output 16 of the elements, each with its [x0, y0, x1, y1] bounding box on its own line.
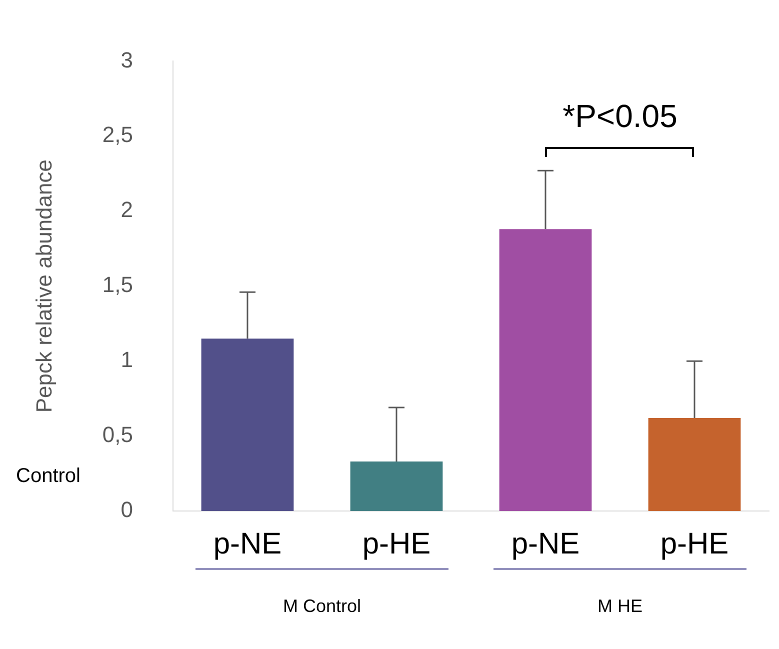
y-tick-label: 3 — [120, 47, 133, 72]
y-axis-title: Pepck relative abundance — [31, 160, 56, 413]
y-tick-label: 0,5 — [102, 422, 133, 448]
y-tick-label: 2 — [120, 197, 133, 222]
text: Control — [16, 465, 80, 488]
y-tick-label: 1 — [120, 347, 133, 372]
y-tick-label: 2,5 — [102, 122, 133, 148]
text: M HE — [597, 596, 642, 616]
y-tick-label: 1,5 — [102, 272, 133, 298]
x-tick-label: p-NE — [511, 527, 580, 560]
annotation: *P<0.05 — [562, 98, 678, 134]
x-tick-label: p-HE — [660, 527, 729, 560]
text: M Control — [282, 596, 362, 616]
x-tick-label: p-NE — [213, 527, 282, 560]
x-tick-label: p-HE — [362, 527, 431, 560]
y-tick-label: 0 — [120, 497, 133, 522]
